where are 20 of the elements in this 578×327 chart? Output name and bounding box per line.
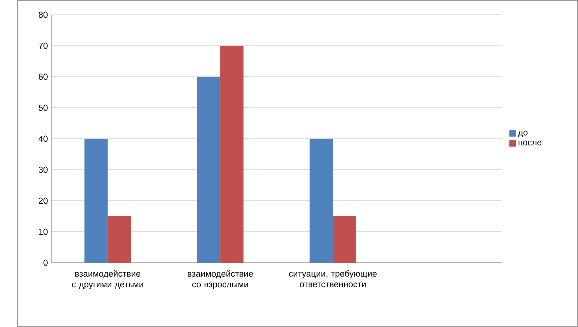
x-tick-label: взаимодействие со взрослыми (188, 270, 254, 290)
y-tick-label: 60 (39, 74, 48, 80)
bar (220, 46, 244, 263)
bar (108, 216, 132, 263)
bar (84, 138, 108, 263)
legend-label: до (518, 130, 528, 138)
bar (197, 76, 221, 263)
y-tick-label: 50 (38, 104, 48, 111)
y-tick-label: 10 (39, 228, 48, 235)
bar (333, 216, 356, 263)
y-tick-label: 40 (38, 136, 48, 142)
bar (310, 138, 334, 263)
y-tick-label: 70 (39, 42, 48, 49)
x-tick-label: ситуации, требующие ответственности (289, 270, 377, 288)
legend-label: после (518, 140, 542, 146)
y-tick-label: 20 (39, 198, 48, 204)
y-tick-label: 80 (38, 12, 48, 18)
y-tick-label: 30 (38, 166, 48, 173)
x-tick-label: взаимодействие с другими детьми (72, 270, 144, 290)
y-tick-label: 0 (44, 260, 48, 266)
